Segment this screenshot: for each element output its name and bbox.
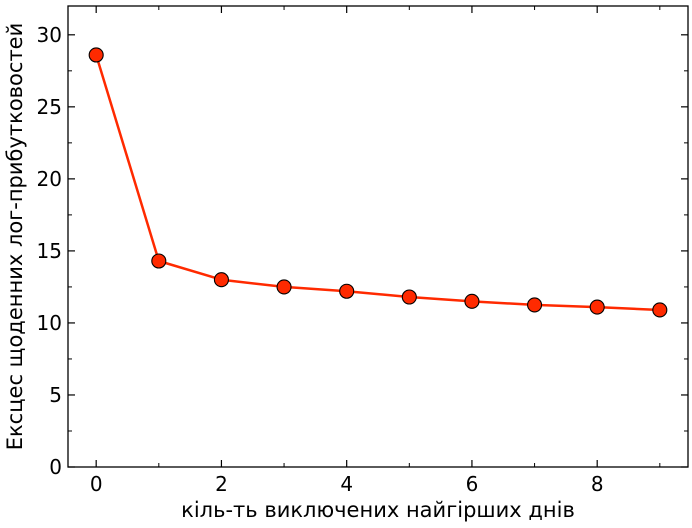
data-point [527, 297, 543, 313]
x-tick-label: 4 [340, 472, 353, 496]
y-tick-label: 30 [37, 23, 62, 47]
y-tick-label: 15 [37, 239, 62, 263]
tick-labels: 0 2 4 6 8 0 5 10 15 20 25 30 [37, 23, 604, 496]
y-tick-label: 10 [37, 311, 62, 335]
plot-series [88, 47, 668, 318]
data-point [276, 279, 292, 295]
y-tick-label: 5 [49, 383, 62, 407]
data-point [339, 283, 355, 299]
y-tick-label: 20 [37, 167, 62, 191]
x-tick-label: 6 [466, 472, 479, 496]
series-line [94, 54, 660, 312]
x-tick-label: 2 [215, 472, 228, 496]
data-point [151, 253, 167, 269]
y-axis-label: Ексцес щоденних лог-прибутковостей [3, 23, 27, 451]
data-point [464, 293, 480, 309]
data-point [213, 272, 229, 288]
data-point [88, 47, 104, 63]
y-tick-label: 0 [49, 455, 62, 479]
axis-ticks [68, 6, 688, 468]
data-point [401, 289, 417, 305]
data-point [652, 302, 668, 318]
plot-frame [67, 5, 689, 468]
x-tick-label: 8 [591, 472, 604, 496]
x-axis-label: кіль-ть виключених найгірших днів [181, 498, 575, 522]
y-tick-label: 25 [37, 95, 62, 119]
data-point [589, 299, 605, 315]
x-tick-label: 0 [90, 472, 103, 496]
